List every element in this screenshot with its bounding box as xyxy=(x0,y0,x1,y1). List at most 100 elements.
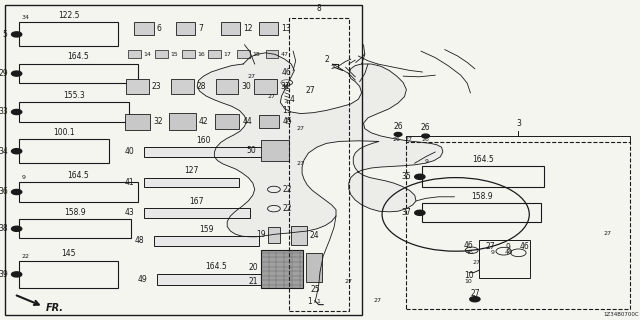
Text: 11: 11 xyxy=(284,117,292,123)
Text: 34: 34 xyxy=(0,147,8,156)
Text: 4: 4 xyxy=(285,100,289,105)
Bar xyxy=(422,203,541,222)
Text: 27: 27 xyxy=(268,93,276,99)
Text: 43: 43 xyxy=(125,208,134,217)
Text: 34: 34 xyxy=(22,15,30,20)
Text: 25: 25 xyxy=(310,285,320,294)
Text: 5: 5 xyxy=(3,30,8,39)
Bar xyxy=(261,140,289,161)
Text: 46: 46 xyxy=(466,250,474,255)
Bar xyxy=(176,22,195,35)
Circle shape xyxy=(470,297,480,302)
Text: 41: 41 xyxy=(125,178,134,187)
Bar xyxy=(406,142,630,309)
Bar xyxy=(259,22,278,35)
Text: 127: 127 xyxy=(184,166,198,175)
Text: 38: 38 xyxy=(0,224,8,233)
Text: 24: 24 xyxy=(309,231,319,240)
Bar xyxy=(266,50,278,58)
Text: 46: 46 xyxy=(282,84,289,89)
Bar xyxy=(172,79,194,93)
Text: 22: 22 xyxy=(283,204,292,213)
Text: 12: 12 xyxy=(243,24,253,33)
Circle shape xyxy=(12,71,22,76)
Text: 27: 27 xyxy=(248,74,255,79)
Polygon shape xyxy=(197,53,443,237)
Bar xyxy=(144,178,239,187)
Text: 1: 1 xyxy=(317,299,321,304)
Text: 15: 15 xyxy=(170,52,178,57)
Text: 22: 22 xyxy=(283,185,292,194)
Text: 23: 23 xyxy=(152,82,162,91)
Text: 167: 167 xyxy=(189,197,204,206)
Text: 100.1: 100.1 xyxy=(53,128,75,137)
Text: 27: 27 xyxy=(345,279,353,284)
Text: 2: 2 xyxy=(331,65,335,70)
Text: 16: 16 xyxy=(197,52,205,57)
Text: 9: 9 xyxy=(491,250,495,255)
Bar xyxy=(259,115,279,128)
Text: 28: 28 xyxy=(197,82,206,91)
Text: 164.5: 164.5 xyxy=(68,171,89,180)
Text: 20: 20 xyxy=(248,263,258,272)
Text: 32: 32 xyxy=(154,117,163,126)
Text: 46: 46 xyxy=(520,242,529,251)
Text: 122.5: 122.5 xyxy=(58,11,79,20)
Text: 46: 46 xyxy=(505,250,513,255)
Text: 7: 7 xyxy=(198,24,204,33)
Bar xyxy=(289,18,349,311)
Text: 27: 27 xyxy=(297,161,305,166)
Text: 49: 49 xyxy=(138,275,147,284)
Text: 145: 145 xyxy=(61,249,76,258)
Bar xyxy=(128,50,141,58)
Bar xyxy=(19,261,118,288)
Circle shape xyxy=(12,189,22,195)
Bar xyxy=(237,50,250,58)
Text: 27: 27 xyxy=(485,242,495,251)
Bar xyxy=(155,50,168,58)
Circle shape xyxy=(12,32,22,37)
Text: 164.5: 164.5 xyxy=(205,262,227,271)
Text: 22: 22 xyxy=(22,254,30,259)
Text: 46: 46 xyxy=(464,241,474,250)
Text: 159: 159 xyxy=(199,225,214,234)
Text: 40: 40 xyxy=(125,148,134,156)
Text: 9: 9 xyxy=(425,159,429,164)
Bar xyxy=(208,50,221,58)
Bar xyxy=(144,147,262,157)
Text: 45: 45 xyxy=(282,117,292,126)
Text: 44: 44 xyxy=(243,117,252,126)
Bar xyxy=(479,240,530,278)
Bar xyxy=(169,113,196,130)
Text: 39: 39 xyxy=(0,270,8,279)
Bar xyxy=(154,236,259,246)
Bar xyxy=(19,219,131,238)
Bar xyxy=(127,79,149,93)
Bar xyxy=(422,166,544,187)
Bar xyxy=(291,226,307,245)
Text: 17: 17 xyxy=(223,52,231,57)
Bar xyxy=(261,250,303,288)
Bar xyxy=(215,114,239,129)
Text: 27: 27 xyxy=(470,289,480,298)
Text: 9: 9 xyxy=(22,175,26,180)
Bar xyxy=(221,22,240,35)
Text: 155.3: 155.3 xyxy=(63,91,85,100)
Text: 164.5: 164.5 xyxy=(472,155,494,164)
Text: 27: 27 xyxy=(297,125,305,131)
Text: 1Z34B0700C: 1Z34B0700C xyxy=(603,312,639,317)
Bar xyxy=(144,208,250,218)
Text: 3: 3 xyxy=(516,119,521,128)
Circle shape xyxy=(12,226,22,231)
Text: 13: 13 xyxy=(282,24,291,33)
Bar xyxy=(5,5,362,315)
Circle shape xyxy=(12,148,22,154)
Text: 27: 27 xyxy=(306,86,316,95)
Text: 48: 48 xyxy=(134,236,144,245)
Circle shape xyxy=(415,210,425,215)
Text: 36: 36 xyxy=(0,188,8,196)
Text: 27: 27 xyxy=(604,231,612,236)
Text: 6: 6 xyxy=(157,24,162,33)
Text: 11: 11 xyxy=(282,106,291,115)
Bar xyxy=(19,102,129,122)
